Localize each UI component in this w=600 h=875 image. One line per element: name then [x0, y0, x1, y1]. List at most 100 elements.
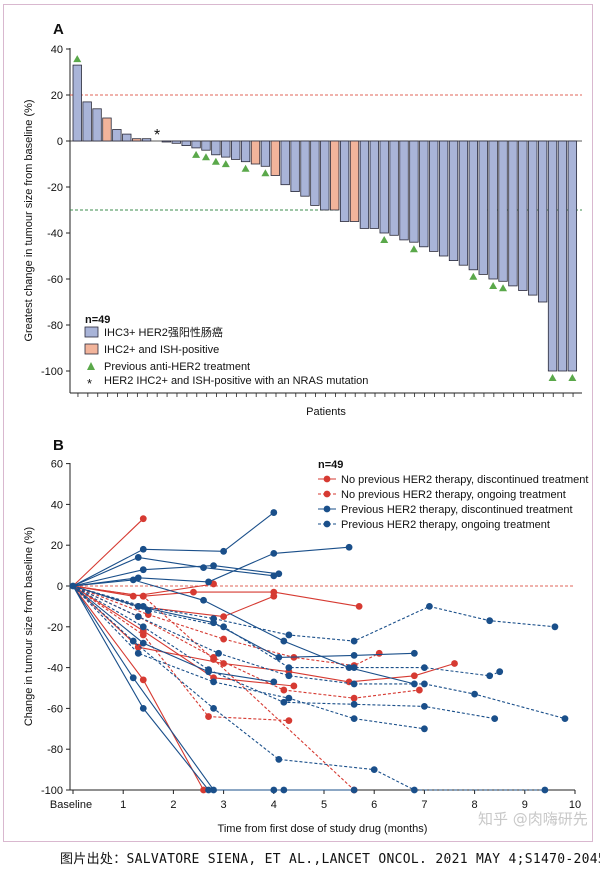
- panel-a-y-tick-label: -40: [47, 228, 63, 240]
- panel-b-data-point: [200, 596, 207, 604]
- panel-a-bar: [488, 140, 498, 280]
- panel-b-data-point: [421, 664, 428, 671]
- panel-b-data-point: [210, 705, 217, 712]
- panel-b-data-point: [200, 786, 207, 794]
- watermark: 知乎 @肉嗨研先: [478, 810, 588, 828]
- panel-b-data-point: [210, 562, 217, 569]
- panel-b-x-tick-label: 4: [271, 799, 277, 811]
- panel-b-data-point: [139, 545, 147, 553]
- panel-b-label: B: [53, 437, 64, 454]
- panel-a-legend-asterisk: *: [87, 376, 92, 391]
- panel-b-y-tick-label: 40: [51, 499, 63, 511]
- panel-a-x-axis-label: Patients: [306, 406, 346, 418]
- panel-b-series-line: [72, 585, 500, 677]
- panel-b-legend-item: Previous HER2 therapy, discontinued trea…: [341, 504, 573, 516]
- panel-b-data-point: [275, 756, 283, 763]
- panel-b-data-point: [350, 664, 358, 671]
- panel-a-y-tick-label: -20: [47, 182, 63, 194]
- panel-b-y-tick-label: -80: [47, 744, 63, 756]
- panel-a-bar: [300, 140, 310, 197]
- panel-a-bar: [201, 140, 211, 151]
- panel-b-x-tick-label: 3: [221, 799, 227, 811]
- panel-a-y-axis-label: Greatest change in tumour size from base…: [23, 99, 35, 341]
- panel-a-bar: [231, 140, 241, 160]
- panel-a-legend-triangle: [87, 362, 95, 370]
- figure-frame: [3, 4, 593, 842]
- panel-a-y-tick-label: 40: [51, 44, 63, 56]
- panel-b-data-point: [355, 603, 363, 610]
- panel-a-bar: [508, 140, 518, 287]
- panel-b-x-tick-label: 8: [472, 799, 478, 811]
- panel-b-data-point: [415, 686, 423, 694]
- panel-b-data-point: [410, 649, 418, 657]
- panel-b-data-point: [285, 672, 293, 680]
- panel-b-data-point: [220, 635, 228, 643]
- panel-b-data-point: [134, 649, 142, 657]
- panel-b-legend-item: No previous HER2 therapy, ongoing treatm…: [341, 489, 566, 501]
- panel-b-data-point: [421, 680, 428, 688]
- panel-b-data-point: [285, 664, 293, 671]
- panel-a-bar: [191, 140, 201, 149]
- panel-b-data-point: [350, 637, 358, 645]
- panel-a-bar: [339, 140, 350, 222]
- panel-b-data-point: [129, 637, 137, 645]
- panel-a-bar: [537, 140, 548, 303]
- panel-b-data-point: [410, 786, 418, 794]
- panel-b-data-point: [144, 607, 152, 614]
- panel-a-bar: [92, 108, 102, 142]
- panel-a-bar: [330, 140, 340, 211]
- panel-b-series-line: [72, 585, 555, 642]
- panel-a-previous-her2-marker: [499, 284, 508, 292]
- panel-b-data-point: [486, 617, 494, 625]
- panel-b-data-point: [270, 588, 278, 596]
- panel-b-series-line: [72, 585, 284, 791]
- panel-a-bar: [82, 101, 92, 142]
- panel-a-bar: [409, 140, 419, 243]
- panel-b-data-point: [210, 678, 217, 686]
- panel-b-data-point: [129, 576, 137, 584]
- panel-b-series-line: [72, 585, 566, 720]
- panel-a-bar: [112, 129, 122, 142]
- panel-a-bar: [438, 140, 449, 257]
- panel-a-legend-n: n=49: [85, 314, 110, 326]
- panel-b-data-point: [350, 651, 358, 659]
- panel-b-x-tick-label: 7: [421, 799, 427, 811]
- panel-a-bar: [132, 138, 142, 142]
- panel-b-legend-n: n=49: [318, 459, 343, 471]
- panel-b-legend-bg: [314, 456, 576, 534]
- panel-a-previous-her2-marker: [548, 374, 557, 381]
- panel-b-data-point: [280, 698, 288, 706]
- panel-b-series-line: [72, 585, 360, 607]
- panel-b-data-point: [205, 578, 212, 586]
- panel-b-data-point: [285, 631, 293, 639]
- panel-a-previous-her2-marker: [380, 236, 389, 243]
- panel-b-data-point: [551, 623, 559, 631]
- panel-b-data-point: [471, 690, 478, 698]
- panel-b-legend-marker: [323, 505, 331, 513]
- panel-b-data-point: [280, 686, 288, 694]
- panel-b-data-point: [285, 694, 293, 702]
- panel-b-series-line: [72, 556, 274, 587]
- panel-b-data-point: [139, 623, 147, 631]
- panel-b-data-point: [345, 543, 353, 551]
- panel-b-data-point: [285, 717, 293, 725]
- panel-b-data-point: [134, 643, 142, 651]
- panel-a-bar: [369, 140, 379, 229]
- panel-b-x-tick-label: 5: [321, 799, 327, 811]
- panel-b-legend-marker: [323, 490, 331, 498]
- panel-a-previous-her2-marker: [221, 160, 230, 168]
- panel-a-bar: [260, 140, 271, 167]
- panel-a-bar: [181, 140, 191, 146]
- panel-b-data-point: [220, 623, 228, 631]
- panel-b-y-tick-label: 20: [51, 540, 63, 552]
- panel-a-legend-swatch-ihc3: [84, 326, 99, 338]
- panel-b-legend-marker: [323, 475, 331, 483]
- panel-b-data-point: [275, 570, 283, 578]
- panel-a-bar: [320, 140, 330, 211]
- panel-b-data-point: [205, 666, 212, 674]
- panel-b-data-point: [134, 554, 142, 561]
- panel-b-data-point: [139, 631, 147, 639]
- panel-a-y-tick-label: 0: [57, 136, 63, 148]
- panel-b-legend-marker: [323, 520, 331, 528]
- panel-a-previous-her2-marker: [409, 245, 418, 253]
